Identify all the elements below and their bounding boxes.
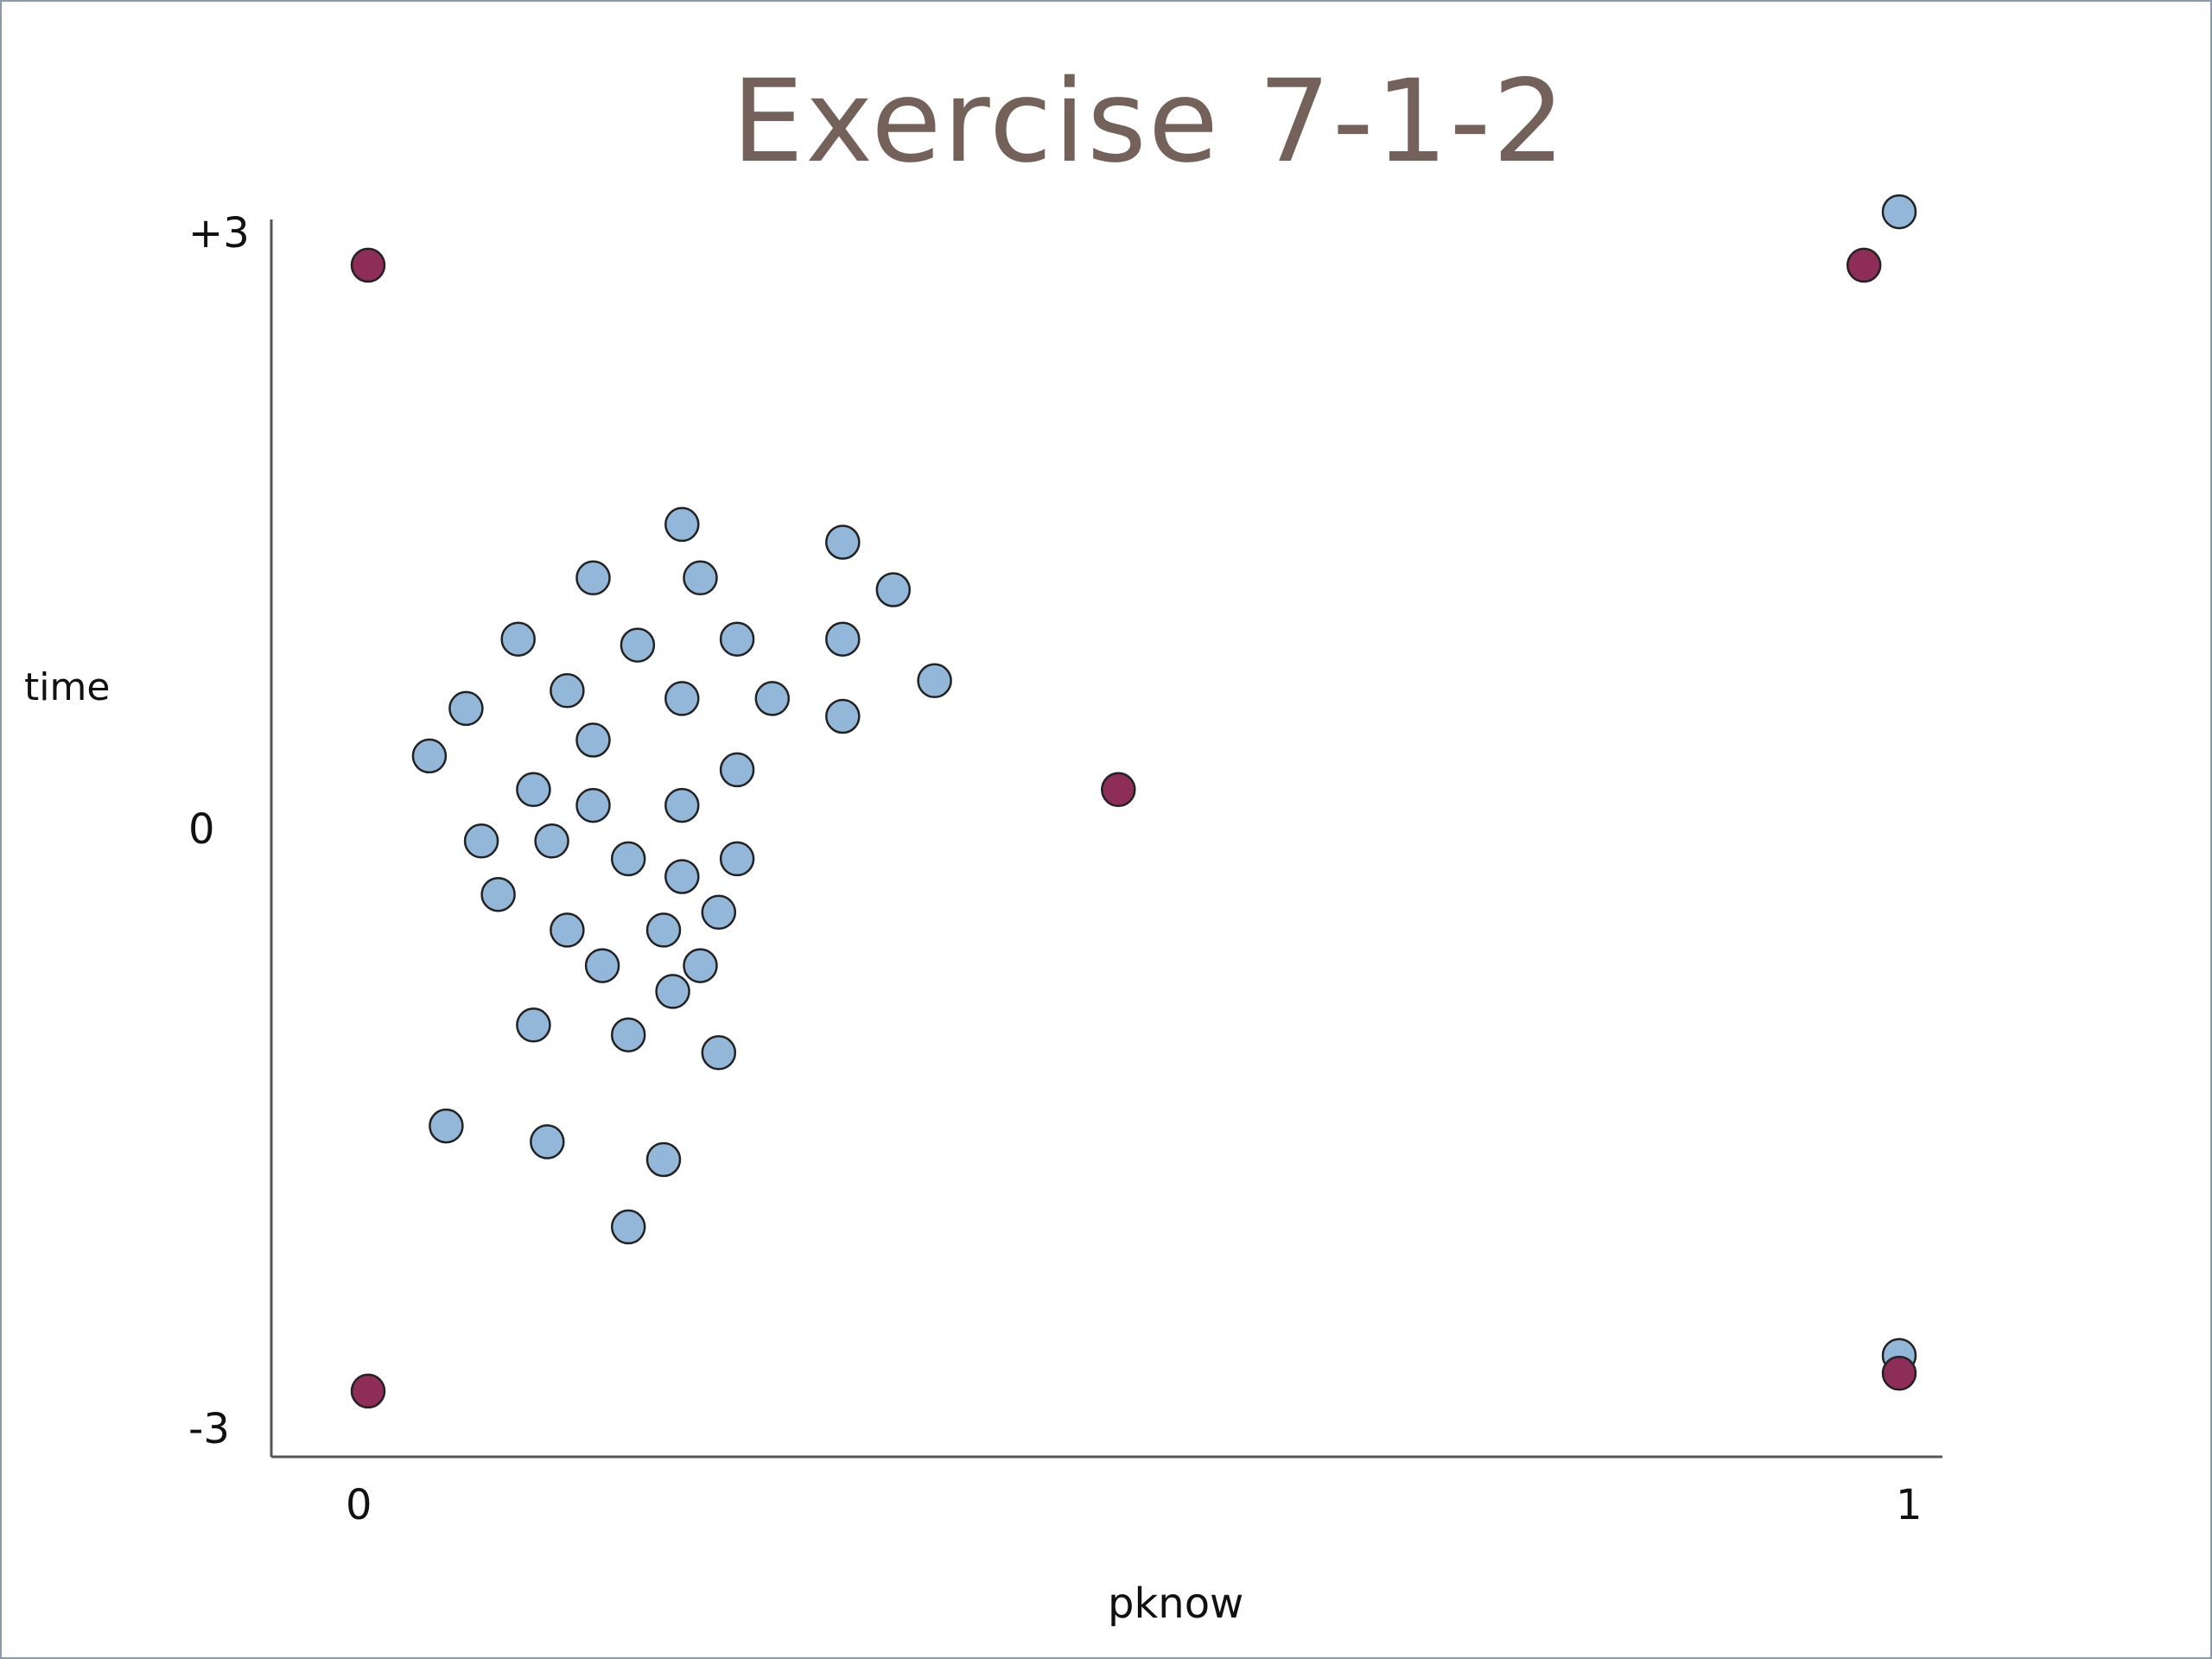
blue-data-point-26 bbox=[664, 859, 700, 894]
blue-data-point-34 bbox=[516, 1007, 551, 1043]
blue-data-point-3 bbox=[683, 560, 718, 596]
blue-data-point-35 bbox=[610, 1017, 646, 1052]
y-tick-zero: 0 bbox=[188, 805, 215, 854]
blue-data-point-20 bbox=[575, 787, 611, 823]
y-axis-label: time bbox=[24, 665, 110, 709]
x-axis-label: pknow bbox=[1108, 1580, 1243, 1628]
blue-data-point-38 bbox=[530, 1124, 565, 1160]
blue-data-point-22 bbox=[463, 823, 499, 859]
blue-data-point-14 bbox=[575, 722, 611, 758]
blue-data-point-15 bbox=[825, 698, 861, 734]
blue-data-point-37 bbox=[429, 1108, 464, 1144]
blue-data-point-9 bbox=[825, 621, 861, 657]
red-data-point-3 bbox=[1881, 1356, 1917, 1391]
x-tick-zero: 0 bbox=[346, 1481, 372, 1529]
blue-data-point-29 bbox=[645, 912, 682, 948]
blue-data-point-39 bbox=[645, 1141, 682, 1178]
blue-data-point-31 bbox=[584, 948, 620, 983]
blue-data-point-7 bbox=[620, 627, 656, 663]
blue-data-point-13 bbox=[754, 681, 791, 716]
blue-data-point-32 bbox=[683, 948, 718, 983]
blue-data-point-11 bbox=[550, 673, 585, 709]
blue-data-point-0 bbox=[1881, 194, 1917, 230]
blue-data-point-5 bbox=[875, 572, 912, 607]
blue-data-point-25 bbox=[719, 841, 755, 877]
y-tick-bottom: -3 bbox=[188, 1405, 230, 1453]
blue-data-point-10 bbox=[448, 690, 484, 727]
blue-data-point-24 bbox=[610, 841, 646, 877]
blue-data-point-8 bbox=[719, 621, 755, 657]
x-tick-one: 1 bbox=[1896, 1481, 1923, 1529]
blue-data-point-33 bbox=[655, 974, 690, 1009]
blue-data-point-1 bbox=[664, 506, 700, 543]
blue-data-point-21 bbox=[664, 787, 700, 823]
blue-data-point-12 bbox=[664, 681, 700, 716]
blue-data-point-28 bbox=[550, 912, 585, 948]
blue-data-point-2 bbox=[575, 560, 611, 596]
blue-data-point-19 bbox=[516, 772, 551, 808]
blue-data-point-4 bbox=[825, 524, 861, 560]
blue-data-point-27 bbox=[480, 876, 516, 912]
blue-data-point-16 bbox=[917, 663, 952, 699]
blue-data-point-18 bbox=[719, 752, 755, 788]
red-data-point-1 bbox=[1846, 247, 1882, 283]
y-tick-top: +3 bbox=[188, 209, 250, 257]
blue-data-point-30 bbox=[701, 894, 737, 931]
data-points bbox=[350, 194, 1917, 1409]
red-data-point-2 bbox=[1101, 772, 1136, 808]
blue-data-point-6 bbox=[500, 621, 536, 657]
blue-data-point-17 bbox=[411, 738, 448, 774]
blue-data-point-40 bbox=[610, 1209, 646, 1245]
blue-data-point-23 bbox=[534, 823, 569, 859]
red-data-point-0 bbox=[350, 247, 386, 283]
red-data-point-4 bbox=[350, 1373, 386, 1409]
blue-data-point-36 bbox=[701, 1035, 737, 1071]
chart-title: Exercise 7-1-2 bbox=[731, 55, 1567, 188]
